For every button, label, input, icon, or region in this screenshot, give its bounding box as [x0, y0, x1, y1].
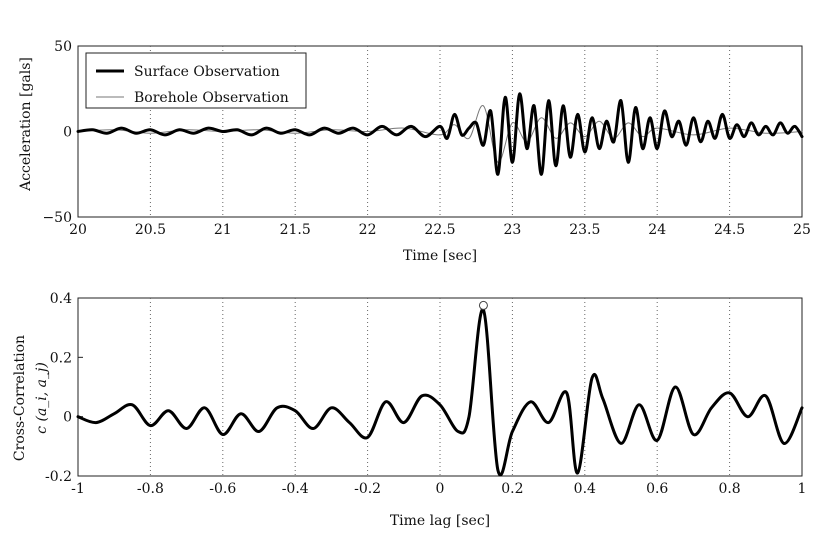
acceleration-series-borehole-observation	[77, 105, 803, 163]
acceleration-x-tick-label: 20.5	[135, 222, 166, 238]
acceleration-x-ticks: 20 20.5 21 21.5 22 22.5 23 23.5 24 24.5 25	[69, 222, 811, 238]
acceleration-x-tick-label: 22.5	[424, 222, 455, 238]
cross-correlation-x-tick-label: 1	[798, 481, 807, 497]
acceleration-series-surface-observation	[76, 92, 804, 176]
cross-correlation-x-tick-label: -0.6	[209, 481, 236, 497]
legend-surface-label: Surface Observation	[134, 64, 280, 80]
cross-correlation-y-tick-label: 0.4	[50, 291, 72, 307]
acceleration-series-group	[76, 92, 804, 176]
cross-correlation-y-tick-label: -0.2	[45, 469, 72, 485]
cross-correlation-y-tick-label: 0	[63, 410, 72, 426]
acceleration-x-tick-label: 24	[648, 222, 666, 238]
cross-correlation-series-correlation	[76, 308, 804, 477]
acceleration-chart: 20 20.5 21 21.5 22 22.5 23 23.5 24 24.5 25 −50050 …	[18, 39, 811, 264]
cross-correlation-x-tick-label: -1	[71, 481, 85, 497]
cross-correlation-grid	[149, 298, 731, 476]
cross-correlation-y-axis-formula: c (a_i, a_j)	[34, 362, 50, 434]
acceleration-x-tick-label: 21.5	[280, 222, 311, 238]
cross-correlation-x-ticks: -1 -0.8 -0.6 -0.4 -0.2 0 0.2 0.4 0.6 0.8 1	[71, 481, 806, 497]
cross-correlation-x-tick-label: 0.6	[646, 481, 668, 497]
acceleration-x-tick-label: 22	[359, 222, 377, 238]
acceleration-y-tick-label: −50	[42, 210, 72, 226]
cross-correlation-x-tick-label: 0.8	[718, 481, 740, 497]
cross-correlation-y-tick-label: 0.2	[50, 350, 72, 366]
cross-correlation-chart: -1 -0.8 -0.6 -0.4 -0.2 0 0.2 0.4 0.6 0.8 1 -0.2 0 0.…	[12, 291, 806, 529]
acceleration-y-axis-title: Acceleration [gals]	[18, 57, 34, 192]
acceleration-x-tick-label: 24.5	[714, 222, 745, 238]
cross-correlation-x-tick-label: 0.2	[501, 481, 523, 497]
legend-box	[85, 52, 307, 109]
acceleration-x-tick-label: 20	[69, 222, 87, 238]
cross-correlation-x-tick-label: 0.4	[574, 481, 596, 497]
acceleration-x-tick-label: 25	[793, 222, 811, 238]
cross-correlation-x-tick-label: -0.8	[137, 481, 164, 497]
acceleration-y-tick-label: 50	[54, 39, 72, 55]
acceleration-x-tick-label: 23.5	[569, 222, 600, 238]
cross-correlation-x-tick-label: 0	[436, 481, 445, 497]
cross-correlation-y-ticks: -0.2 0 0.2 0.4	[45, 291, 83, 485]
acceleration-x-tick-label: 23	[503, 222, 521, 238]
cross-correlation-x-tick-label: -0.2	[354, 481, 381, 497]
legend-borehole-label: Borehole Observation	[134, 90, 289, 106]
peak-marker	[478, 300, 488, 310]
cross-correlation-series-group	[76, 308, 804, 477]
acceleration-y-tick-label: 0	[63, 125, 72, 141]
cross-correlation-y-axis-title: Cross-Correlation	[12, 335, 28, 461]
legend: Surface Observation Borehole Observation	[85, 52, 307, 109]
cross-correlation-x-tick-label: -0.4	[282, 481, 309, 497]
acceleration-y-ticks: −50 0 50	[42, 39, 83, 226]
acceleration-x-axis-title: Time [sec]	[403, 248, 477, 264]
acceleration-x-tick-label: 21	[214, 222, 232, 238]
cross-correlation-x-axis-title: Time lag [sec]	[390, 513, 490, 529]
